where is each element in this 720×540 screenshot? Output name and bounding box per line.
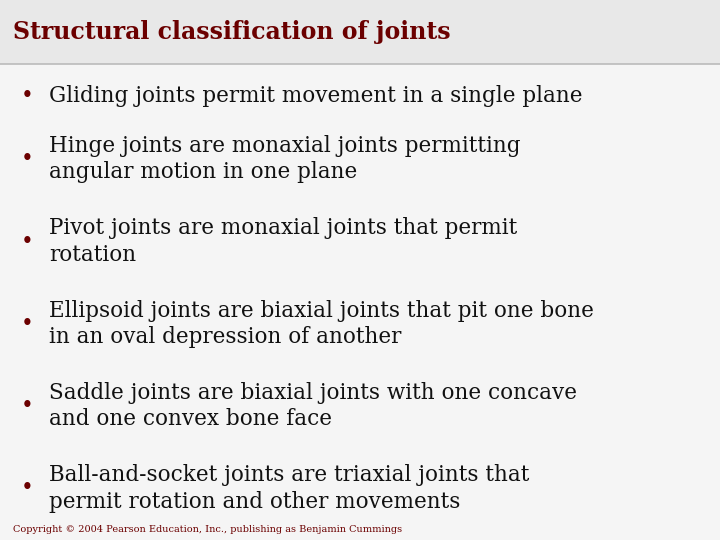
Text: •: • [21,85,34,107]
Bar [0,64,720,540]
Text: Structural classification of joints: Structural classification of joints [13,20,451,44]
Text: Saddle joints are biaxial joints with one concave
and one convex bone face: Saddle joints are biaxial joints with on… [49,382,577,430]
Bar [0,0,720,64]
Text: •: • [21,231,34,253]
Text: •: • [21,477,34,500]
Text: •: • [21,148,34,170]
Text: Gliding joints permit movement in a single plane: Gliding joints permit movement in a sing… [49,85,582,107]
Text: Pivot joints are monaxial joints that permit
rotation: Pivot joints are monaxial joints that pe… [49,218,517,266]
Text: •: • [21,395,34,417]
Text: Hinge joints are monaxial joints permitting
angular motion in one plane: Hinge joints are monaxial joints permitt… [49,135,521,184]
Text: Copyright © 2004 Pearson Education, Inc., publishing as Benjamin Cummings: Copyright © 2004 Pearson Education, Inc.… [13,524,402,534]
Text: Ellipsoid joints are biaxial joints that pit one bone
in an oval depression of a: Ellipsoid joints are biaxial joints that… [49,300,594,348]
Text: Ball-and-socket joints are triaxial joints that
permit rotation and other moveme: Ball-and-socket joints are triaxial join… [49,464,529,512]
Text: •: • [21,313,34,335]
